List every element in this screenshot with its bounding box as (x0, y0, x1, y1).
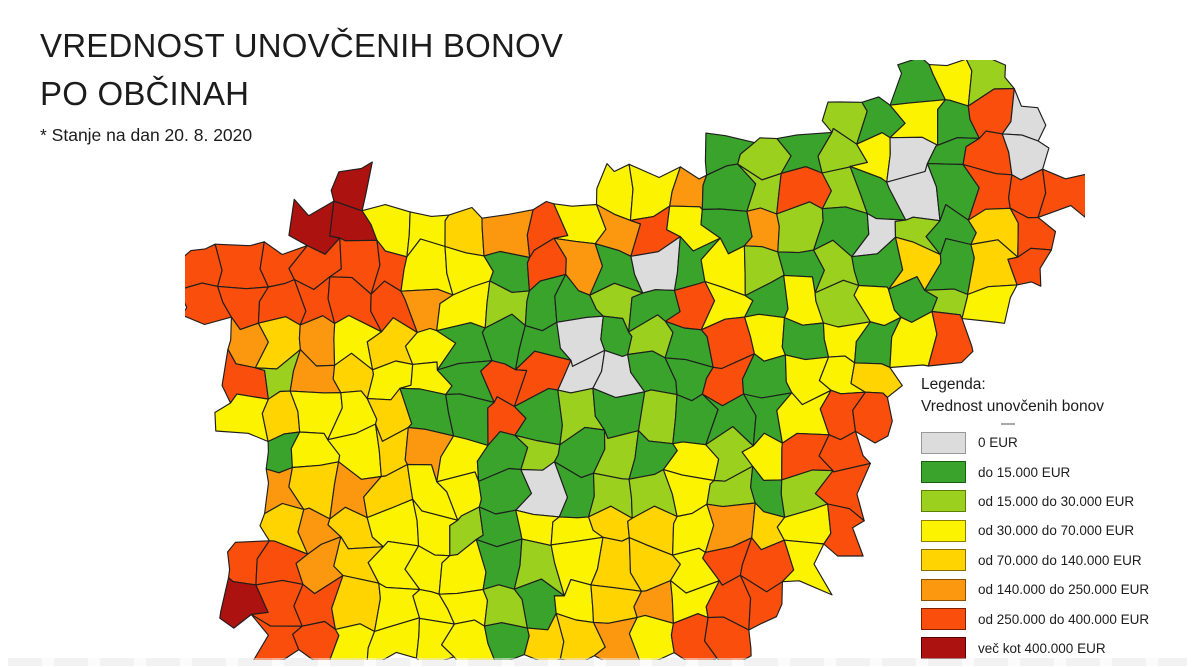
legend-color-swatch (921, 637, 966, 660)
legend-item-label: od 70.000 do 140.000 EUR (978, 552, 1142, 568)
municipality-region (637, 389, 678, 445)
municipality-region (214, 393, 269, 443)
legend-color-swatch (921, 608, 966, 631)
municipality-region (927, 310, 974, 367)
legend-item-label: od 15.000 do 30.000 EUR (978, 493, 1135, 509)
bottom-artifact-strip (8, 658, 1187, 666)
municipality-region (329, 623, 376, 660)
municipality-region (739, 574, 783, 631)
municipality-region (704, 616, 752, 660)
legend: Legenda: Vrednost unovčenih bonov 0 EUR … (921, 374, 1193, 663)
legend-item-label: 0 EUR (978, 435, 1018, 451)
legend-items: 0 EUR do 15.000 EUR od 15.000 do 30.000 … (921, 428, 1193, 663)
municipality-region (481, 209, 534, 259)
legend-item-label: od 140.000 do 250.000 EUR (978, 582, 1150, 598)
map-area (185, 60, 1085, 660)
legend-color-swatch (921, 431, 966, 454)
legend-item: od 70.000 do 140.000 EUR (921, 546, 1193, 575)
legend-color-swatch (921, 549, 966, 572)
legend-item-label: do 15.000 EUR (978, 464, 1071, 480)
page-subtitle: * Stanje na dan 20. 8. 2020 (40, 125, 253, 145)
municipality-region (852, 391, 893, 444)
municipality-region (781, 539, 833, 596)
slovenia-choropleth-map (185, 60, 1085, 660)
legend-item: od 140.000 do 250.000 EUR (921, 575, 1193, 604)
municipality-region (590, 584, 643, 624)
legend-item: od 250.000 do 400.000 EUR (921, 604, 1193, 633)
municipality-region (592, 616, 641, 660)
legend-subheading: Vrednost unovčenih bonov (921, 398, 1104, 415)
page-title-line1: VREDNOST UNOVČENIH BONOV (40, 27, 564, 64)
legend-color-swatch (921, 578, 966, 601)
page-title-line2: PO OBČINAH (40, 75, 250, 112)
legend-item-label: več kot 400.000 EUR (978, 640, 1106, 656)
legend-item: od 30.000 do 70.000 EUR (921, 516, 1193, 545)
legend-item: več kot 400.000 EUR (921, 634, 1193, 663)
legend-color-swatch (921, 490, 966, 513)
legend-color-swatch (921, 461, 966, 484)
legend-item: 0 EUR (921, 428, 1193, 457)
legend-item: do 15.000 EUR (921, 457, 1193, 486)
legend-color-swatch (921, 519, 966, 542)
legend-item-label: od 30.000 do 70.000 EUR (978, 523, 1135, 539)
municipality-region (441, 619, 496, 660)
municipality-region (292, 620, 340, 660)
municipality-region (823, 503, 865, 557)
legend-item-label: od 250.000 do 400.000 EUR (978, 611, 1150, 627)
legend-item: od 15.000 do 30.000 EUR (921, 487, 1193, 516)
municipality-region (1037, 168, 1085, 218)
title-block: VREDNOST UNOVČENIH BONOV PO OBČINAH * St… (40, 22, 563, 146)
municipality-region (1007, 247, 1052, 287)
legend-heading: Legenda: (921, 376, 986, 393)
municipality-region (961, 284, 1018, 324)
legend-tick (1001, 423, 1015, 425)
